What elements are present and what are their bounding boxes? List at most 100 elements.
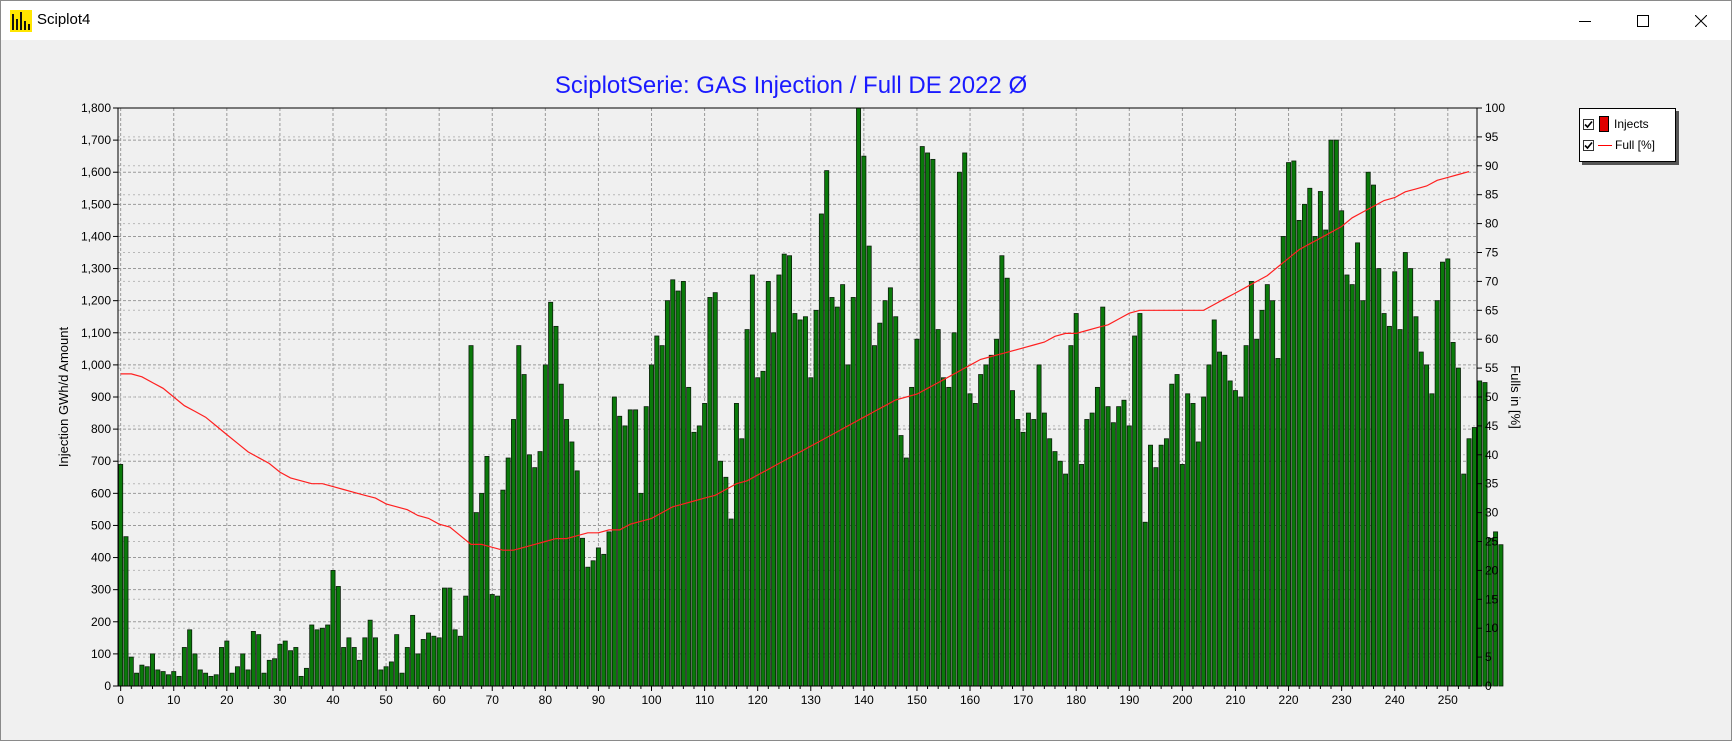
y-tick-label: 1,500 (81, 197, 111, 211)
legend-checkbox-injects[interactable] (1583, 118, 1594, 130)
bar (1142, 521, 1148, 687)
bar (1041, 412, 1047, 687)
bar (1232, 390, 1238, 687)
bar (558, 383, 564, 687)
y2-tick-label: 45 (1485, 419, 1499, 433)
bar (1471, 427, 1477, 687)
bar (463, 595, 469, 687)
y-tick-label: 1,800 (81, 101, 111, 115)
bar (1328, 139, 1334, 687)
bar (128, 656, 134, 687)
legend-item-full[interactable]: Full [%] (1583, 136, 1655, 154)
bar (542, 364, 548, 687)
bar (670, 279, 676, 687)
bar (1238, 396, 1244, 687)
bar (399, 672, 405, 687)
bar (1110, 422, 1116, 687)
bar (1264, 284, 1270, 687)
legend-label-injects: Injects (1614, 117, 1649, 131)
bar (733, 403, 739, 687)
bar (404, 647, 410, 687)
maximize-button[interactable] (1614, 1, 1672, 40)
bar (1201, 396, 1207, 687)
bar (139, 664, 145, 687)
bar (1349, 284, 1355, 687)
legend-checkbox-full[interactable] (1583, 139, 1594, 151)
bar (378, 669, 384, 687)
bar (564, 419, 570, 687)
bar (351, 647, 357, 687)
line-series (120, 171, 1470, 551)
bar (956, 171, 962, 687)
y2-axis-label: Fulls in [%] (1508, 365, 1523, 429)
bar (436, 637, 442, 687)
bar (866, 245, 872, 687)
bar (123, 536, 129, 687)
bar (818, 213, 824, 687)
bar (1307, 187, 1313, 687)
bar (171, 671, 177, 687)
bar (834, 306, 840, 687)
bar (1100, 306, 1106, 687)
y2-tick-label: 40 (1485, 448, 1499, 462)
minimize-button[interactable] (1556, 1, 1614, 40)
bar (500, 489, 506, 687)
bar (617, 415, 623, 687)
bar (994, 338, 1000, 687)
bar (707, 297, 713, 687)
checkmark-icon (1584, 120, 1593, 128)
bar (1010, 390, 1015, 687)
y2-tick-label: 30 (1485, 506, 1499, 520)
bar (1344, 274, 1350, 687)
x-tick-label: 90 (592, 693, 606, 707)
x-tick-label: 170 (1013, 693, 1033, 707)
bar (585, 566, 591, 687)
y2-tick-label: 95 (1485, 130, 1499, 144)
bar (1482, 382, 1488, 687)
bar (484, 456, 490, 687)
bar (431, 635, 437, 687)
bar (537, 451, 543, 687)
close-button[interactable] (1672, 1, 1730, 40)
bar (946, 386, 952, 687)
x-tick-label: 250 (1438, 693, 1458, 707)
bar (1445, 258, 1451, 687)
bar (250, 631, 256, 687)
bar (410, 614, 416, 687)
bar (150, 653, 155, 687)
bar (925, 152, 931, 687)
bar (160, 671, 166, 687)
bar (1291, 160, 1297, 687)
bar (293, 647, 299, 687)
x-tick-label: 140 (854, 693, 874, 707)
title-bar[interactable]: Sciplot4 (1, 1, 1731, 40)
bar (272, 658, 278, 687)
bar (1190, 403, 1196, 687)
bar (1275, 358, 1281, 687)
bar (203, 672, 209, 687)
bar (245, 669, 251, 687)
bar (1487, 537, 1493, 687)
x-tick-label: 160 (960, 693, 980, 707)
bar (229, 672, 235, 687)
y-tick-label: 1,100 (81, 326, 111, 340)
bar (978, 374, 984, 687)
x-tick-label: 180 (1066, 693, 1086, 707)
bar (755, 377, 761, 687)
bar (415, 653, 421, 687)
bar (234, 666, 240, 687)
legend-item-injects[interactable]: Injects (1583, 115, 1649, 133)
y-tick-label: 1,400 (81, 229, 111, 243)
bar (622, 425, 628, 687)
bar (872, 345, 877, 687)
bar (553, 325, 559, 687)
y2-tick-label: 65 (1485, 303, 1499, 317)
bar (590, 560, 596, 687)
x-tick-label: 30 (273, 693, 287, 707)
bar (1158, 444, 1164, 687)
bar (277, 643, 283, 687)
bar (1413, 316, 1419, 687)
y2-tick-label: 50 (1485, 390, 1499, 404)
bar (1270, 300, 1276, 687)
bar (372, 637, 378, 687)
